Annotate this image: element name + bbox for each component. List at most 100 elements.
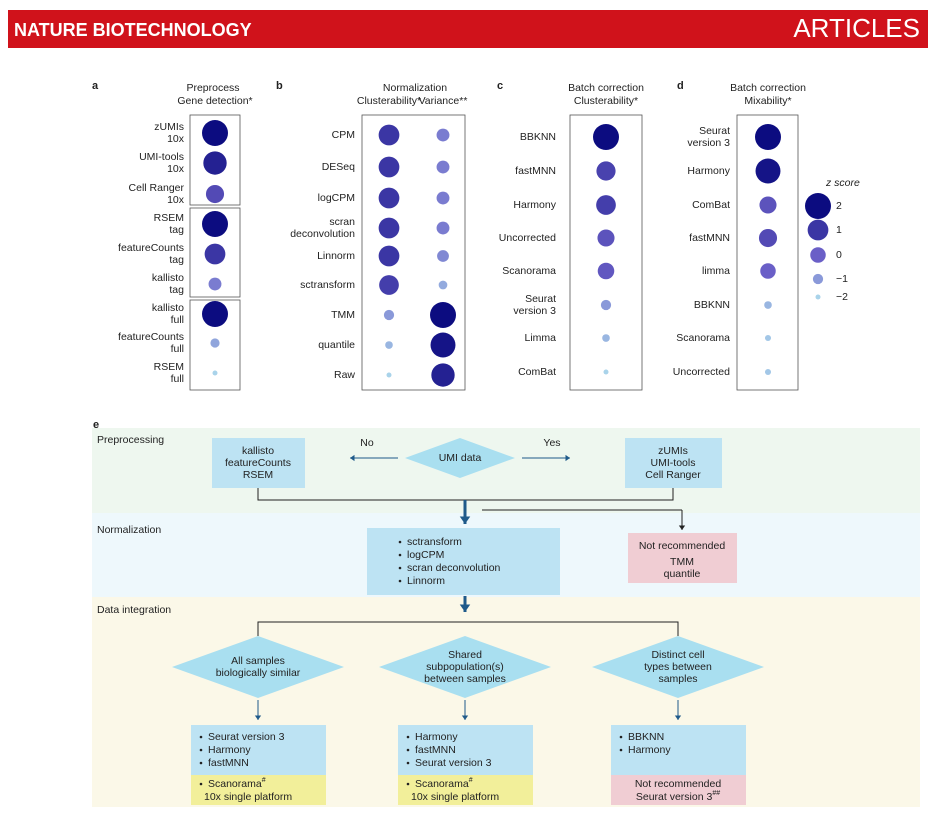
dot (204, 243, 226, 265)
dot (202, 211, 228, 237)
dot (596, 195, 616, 215)
category-label: CPM (332, 129, 355, 141)
dot (202, 120, 228, 146)
category-label: RSEM (154, 361, 184, 373)
decision (405, 438, 515, 478)
category-label: Limma (524, 332, 556, 344)
dot (438, 280, 448, 290)
tool-name: TMM (670, 556, 694, 568)
panel-box (736, 114, 799, 391)
category-label: version 3 (513, 305, 556, 317)
section-label: Data integration (97, 604, 171, 616)
panel-label: d (677, 80, 684, 92)
panel-title: Preprocess (186, 82, 239, 94)
category-label: RSEM (154, 212, 184, 224)
category-label: Seurat (525, 293, 556, 305)
list-item: sctransform (407, 536, 462, 548)
dot (760, 263, 776, 279)
legend-label: 0 (836, 249, 842, 261)
decision-text: Distinct cell (651, 649, 704, 661)
dot (597, 262, 615, 280)
category-label: Uncorrected (673, 366, 730, 378)
category-label: full (171, 373, 184, 385)
dot (431, 363, 455, 387)
arrow-head (254, 715, 262, 720)
bullet (619, 748, 623, 752)
dot (764, 368, 772, 376)
dot (759, 196, 777, 214)
dot (378, 156, 400, 178)
superscript: # (262, 777, 266, 784)
dot (603, 369, 609, 375)
list-item: Harmony (415, 731, 458, 743)
legend-label: 1 (836, 224, 842, 236)
category-label: version 3 (687, 137, 730, 149)
arrow-head (459, 516, 471, 524)
category-label: fastMNN (689, 232, 730, 244)
warning-box (611, 775, 746, 805)
category-label: tag (169, 254, 184, 266)
category-label: ComBat (518, 366, 556, 378)
bullet (619, 735, 623, 739)
category-label: Scanorama (676, 332, 730, 344)
dot (430, 332, 456, 358)
arrow-head (461, 715, 469, 720)
branch-yes: Yes (543, 437, 560, 449)
bullet (199, 748, 203, 752)
category-label: BBKNN (520, 131, 556, 143)
panel-box (189, 114, 241, 206)
bullet (398, 553, 402, 557)
section-label: Preprocessing (97, 434, 164, 446)
legend-title: z score (825, 177, 860, 189)
dot (210, 338, 220, 348)
section-label: Normalization (97, 524, 161, 536)
dot (378, 124, 400, 146)
bullet (398, 540, 402, 544)
legend-dot (810, 247, 826, 263)
category-label: Cell Ranger (129, 182, 185, 194)
superscript: # (469, 777, 473, 784)
category-label: quantile (318, 339, 355, 351)
tool-name: UMI-tools (651, 457, 696, 469)
bullet (199, 735, 203, 739)
note-tool: Scanorama# (415, 777, 473, 790)
warning-heading: Not recommended (635, 778, 722, 790)
decision-text: between samples (424, 673, 506, 685)
category-label: 10x (167, 194, 185, 206)
tool-name: featureCounts (225, 457, 291, 469)
warning-box (628, 533, 737, 583)
list-item: Linnorm (407, 575, 445, 587)
panel-title: Batch correction (568, 82, 644, 94)
legend-dot (807, 219, 829, 241)
bullet (199, 782, 203, 786)
dot (430, 302, 456, 328)
panel-box (569, 114, 643, 391)
panel-title: Batch correction (730, 82, 806, 94)
dot (764, 301, 772, 309)
panel-label: a (92, 80, 99, 92)
panel-box (361, 114, 466, 391)
category-label: DESeq (322, 161, 355, 173)
method-box (398, 725, 533, 775)
dot (385, 341, 393, 349)
superscript: ## (712, 790, 720, 797)
list-item: fastMNN (208, 757, 249, 769)
category-label: sctransform (300, 279, 355, 291)
decision-text: All samples (231, 655, 285, 667)
dot (437, 250, 449, 262)
category-label: UMI-tools (139, 151, 184, 163)
series-name: Gene detection* (177, 95, 252, 107)
list-item: Seurat version 3 (415, 757, 492, 769)
note-condition: 10x single platform (204, 791, 292, 803)
arrow-head (350, 454, 355, 462)
category-label: Scanorama (502, 265, 556, 277)
decision-text: UMI data (439, 452, 482, 464)
tool-name: Cell Ranger (645, 469, 701, 481)
list-item: scran deconvolution (407, 562, 501, 574)
dot (383, 309, 395, 321)
tool-name: kallisto (242, 445, 274, 457)
dot (755, 158, 781, 184)
dot (208, 277, 222, 291)
series-name: Clusterability* (574, 95, 638, 107)
tool-box (625, 438, 722, 488)
